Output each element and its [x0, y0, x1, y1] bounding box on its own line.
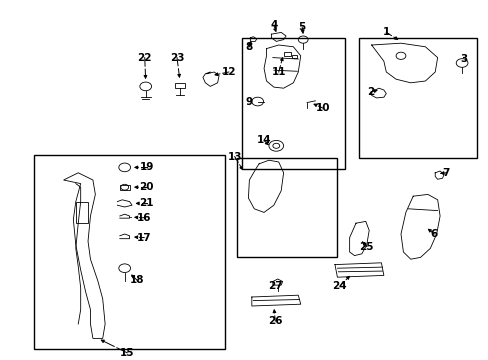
- Text: 15: 15: [120, 348, 134, 358]
- Text: 17: 17: [137, 233, 151, 243]
- Text: 26: 26: [267, 316, 282, 326]
- Text: 3: 3: [459, 54, 466, 64]
- Text: 24: 24: [332, 281, 346, 291]
- Text: 12: 12: [221, 67, 236, 77]
- Text: 22: 22: [137, 53, 152, 63]
- Text: 25: 25: [359, 242, 373, 252]
- Text: 2: 2: [366, 87, 373, 97]
- Text: 23: 23: [169, 53, 184, 63]
- Text: 18: 18: [129, 275, 144, 285]
- Text: 27: 27: [267, 281, 282, 291]
- Text: 6: 6: [430, 229, 437, 239]
- Text: 1: 1: [382, 27, 389, 37]
- Text: 21: 21: [139, 198, 154, 208]
- Text: 13: 13: [227, 152, 242, 162]
- Text: 9: 9: [245, 96, 252, 107]
- Text: 8: 8: [245, 42, 252, 52]
- Text: 4: 4: [269, 20, 277, 30]
- Text: 5: 5: [298, 22, 305, 32]
- Text: 11: 11: [271, 67, 285, 77]
- Text: 10: 10: [315, 103, 329, 113]
- Text: 19: 19: [139, 162, 154, 172]
- Text: 7: 7: [441, 168, 449, 178]
- Text: 14: 14: [256, 135, 271, 145]
- Text: 16: 16: [137, 213, 151, 223]
- Text: 20: 20: [139, 182, 154, 192]
